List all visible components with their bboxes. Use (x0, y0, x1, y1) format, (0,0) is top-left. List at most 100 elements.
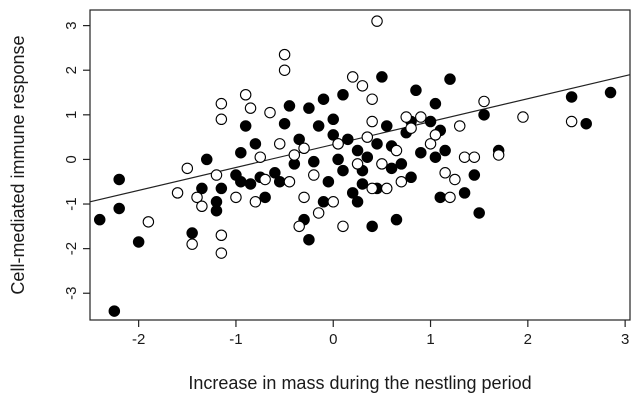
open-point (361, 131, 374, 143)
filled-point (132, 236, 145, 248)
filled-point (322, 175, 335, 188)
x-tick-label: 1 (426, 331, 434, 348)
open-point (381, 182, 393, 195)
filled-point (235, 146, 247, 159)
filled-point (312, 120, 325, 132)
open-point (395, 175, 408, 188)
open-point (390, 144, 403, 157)
filled-point (93, 213, 106, 226)
open-point (453, 120, 466, 132)
filled-point (351, 144, 364, 157)
open-point (283, 175, 296, 188)
filled-point (429, 151, 442, 163)
filled-point (429, 97, 442, 110)
open-point (415, 111, 427, 123)
open-point (298, 142, 310, 155)
open-point (244, 102, 257, 114)
filled-point (468, 169, 481, 181)
filled-point (342, 133, 354, 146)
filled-point (210, 204, 223, 217)
filled-point (395, 158, 408, 170)
open-point (308, 169, 320, 181)
filled-point (478, 109, 490, 121)
filled-point (337, 88, 349, 101)
open-point (405, 122, 417, 134)
filled-point (580, 117, 592, 130)
filled-point (376, 71, 388, 83)
filled-point (361, 151, 374, 163)
filled-point (269, 167, 281, 179)
filled-point (371, 138, 383, 150)
filled-point (273, 175, 286, 188)
filled-point (439, 144, 451, 157)
open-point (351, 158, 364, 170)
open-point (424, 138, 437, 150)
filled-point (235, 175, 247, 188)
filled-point (186, 227, 198, 239)
filled-point (244, 178, 257, 190)
plot-frame (89, 9, 631, 321)
filled-point (327, 129, 339, 141)
open-point (371, 15, 383, 27)
open-point (332, 138, 344, 150)
x-axis: -2 -1 0 1 2 3 (132, 320, 629, 348)
filled-point (332, 153, 344, 166)
open-point (298, 191, 310, 204)
x-tick-label: -2 (132, 331, 145, 348)
data-points (93, 15, 617, 317)
open-point (565, 115, 578, 128)
filled-point (346, 187, 359, 199)
filled-point (249, 138, 262, 150)
open-point (337, 220, 349, 233)
filled-point (278, 117, 291, 130)
filled-point (458, 187, 471, 199)
filled-point (390, 213, 403, 226)
filled-point (317, 196, 330, 208)
open-point (196, 200, 208, 213)
open-point (278, 64, 291, 76)
open-point (312, 207, 325, 219)
y-tick-label: -1 (63, 197, 80, 210)
open-point (400, 111, 412, 123)
filled-point (317, 93, 330, 105)
filled-point (108, 305, 121, 317)
open-point (191, 191, 203, 204)
open-point (444, 191, 456, 204)
open-point (264, 106, 276, 119)
open-point (449, 173, 461, 186)
filled-point (415, 146, 427, 159)
x-tick-label: 2 (524, 331, 532, 348)
filled-point (604, 86, 617, 99)
y-axis: -3 -2 -1 0 1 2 3 (63, 21, 90, 300)
open-point (429, 129, 442, 141)
y-tick-label: 3 (63, 21, 80, 29)
filled-point (473, 207, 485, 219)
y-tick-label: 2 (63, 66, 80, 74)
y-tick-label: -3 (63, 287, 80, 300)
y-axis-label: Cell-mediated immune response (8, 35, 28, 294)
open-point (239, 88, 252, 101)
x-tick-label: 0 (329, 331, 337, 348)
filled-point (113, 173, 125, 186)
y-tick-label: -2 (63, 242, 80, 255)
y-tick-label: 0 (63, 155, 80, 163)
open-point (478, 95, 490, 108)
open-point (142, 216, 155, 228)
filled-point (113, 202, 125, 215)
open-point (293, 220, 305, 233)
filled-point (327, 113, 339, 126)
open-point (215, 247, 228, 259)
filled-point (303, 233, 315, 246)
filled-point (405, 171, 417, 184)
filled-point (337, 164, 349, 177)
filled-point (259, 191, 271, 204)
open-point (210, 169, 223, 181)
open-point (259, 173, 271, 186)
open-point (366, 115, 378, 128)
open-point (517, 111, 529, 123)
open-point (249, 196, 262, 208)
open-point (215, 97, 228, 110)
filled-point (239, 120, 252, 132)
